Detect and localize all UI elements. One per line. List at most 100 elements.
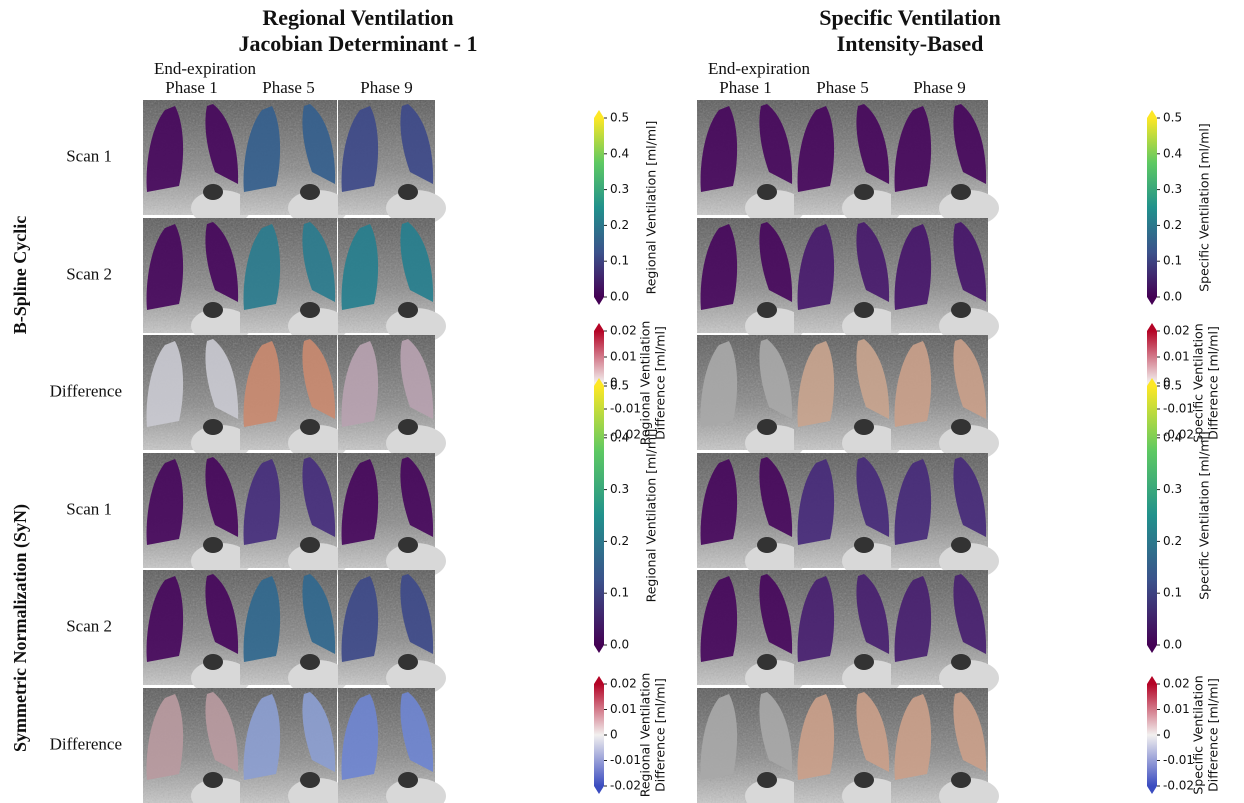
stomach bbox=[854, 302, 874, 318]
colorbar bbox=[594, 118, 604, 297]
lung-overlay bbox=[894, 224, 932, 310]
stomach bbox=[203, 184, 223, 200]
colorbar-tick-label: 0.0 bbox=[1163, 290, 1182, 304]
colorbar-tick-label: 0.1 bbox=[610, 254, 629, 268]
lung-overlay bbox=[953, 457, 987, 537]
stomach bbox=[854, 772, 874, 788]
image-panel bbox=[143, 688, 251, 803]
stomach bbox=[300, 537, 320, 553]
colorbar bbox=[1147, 118, 1157, 297]
colorbar-tick-label: 0.4 bbox=[610, 430, 629, 444]
lung-overlay bbox=[759, 692, 793, 772]
lung-overlay bbox=[341, 576, 379, 662]
lung-overlay bbox=[146, 224, 184, 310]
colorbar-label: Specific Ventilation bbox=[1191, 675, 1206, 794]
image-panel bbox=[240, 218, 348, 344]
lung-overlay bbox=[894, 694, 932, 780]
lung-overlay bbox=[302, 574, 336, 654]
panel-subtitle: Intensity-Based bbox=[837, 31, 984, 56]
colorbar-label: Regional Ventilation bbox=[638, 321, 653, 446]
column-label: Phase 9 bbox=[913, 78, 965, 97]
colorbar-tick-label: 0.3 bbox=[610, 182, 629, 196]
stomach bbox=[951, 772, 971, 788]
abdomen bbox=[939, 425, 999, 461]
colorbar-tick-label: 0.0 bbox=[610, 638, 629, 652]
colorbar-label: Regional Ventilation [ml/ml] bbox=[644, 429, 659, 603]
image-panel bbox=[143, 100, 251, 226]
colorbar-tick-label: -0.02 bbox=[1163, 428, 1194, 442]
lung-overlay bbox=[953, 574, 987, 654]
colorbar-tick-label: 0.0 bbox=[1163, 638, 1182, 652]
column-label: Phase 5 bbox=[816, 78, 868, 97]
colorbar-tick-label: 0 bbox=[1163, 728, 1171, 742]
colorbar bbox=[594, 386, 604, 645]
colorbar-tick-label: 0.2 bbox=[610, 534, 629, 548]
stomach bbox=[854, 184, 874, 200]
colorbar-tick-label: 0.02 bbox=[610, 324, 637, 338]
colorbar-arrow bbox=[594, 297, 604, 305]
stomach bbox=[757, 302, 777, 318]
lung-overlay bbox=[243, 576, 281, 662]
image-panel bbox=[240, 688, 348, 803]
stomach bbox=[854, 654, 874, 670]
colorbar-tick-label: 0.4 bbox=[1163, 146, 1182, 160]
abdomen bbox=[288, 660, 348, 696]
stomach bbox=[854, 537, 874, 553]
lung-overlay bbox=[243, 224, 281, 310]
colorbar-tick-label: 0.2 bbox=[1163, 534, 1182, 548]
lung-overlay bbox=[759, 222, 793, 302]
lung-overlay bbox=[797, 576, 835, 662]
abdomen bbox=[745, 190, 805, 226]
lung-overlay bbox=[341, 694, 379, 780]
diff-colorbar-arrow bbox=[594, 676, 604, 684]
lung-overlay bbox=[700, 576, 738, 662]
colorbar-tick-label: 0.01 bbox=[1163, 350, 1190, 364]
image-panel bbox=[697, 688, 805, 803]
lung-overlay bbox=[302, 692, 336, 772]
stomach bbox=[757, 654, 777, 670]
image-panel bbox=[794, 570, 902, 696]
lung-overlay bbox=[400, 222, 434, 302]
image-panel bbox=[143, 335, 251, 461]
stomach bbox=[398, 419, 418, 435]
colorbar-label: Difference [ml/ml] bbox=[653, 326, 668, 440]
diff-colorbar-arrow bbox=[1147, 323, 1157, 331]
stomach bbox=[398, 184, 418, 200]
abdomen bbox=[386, 190, 446, 226]
colorbar-label: Difference [ml/ml] bbox=[1206, 326, 1221, 440]
lung-overlay bbox=[797, 224, 835, 310]
image-panel bbox=[338, 688, 446, 803]
stomach bbox=[398, 772, 418, 788]
image-panel bbox=[794, 453, 902, 579]
row-label: Scan 1 bbox=[66, 146, 112, 165]
image-panel bbox=[338, 570, 446, 696]
row-label: Difference bbox=[50, 381, 122, 400]
stomach bbox=[951, 419, 971, 435]
stomach bbox=[757, 419, 777, 435]
row-label: Difference bbox=[50, 734, 122, 753]
colorbar-tick-label: -0.01 bbox=[610, 753, 641, 767]
colorbar-arrow bbox=[1147, 645, 1157, 653]
lung-overlay bbox=[759, 104, 793, 184]
image-panel bbox=[891, 218, 999, 344]
colorbar-tick-label: 0.4 bbox=[1163, 430, 1182, 444]
lung-overlay bbox=[146, 106, 184, 192]
stomach bbox=[757, 537, 777, 553]
abdomen bbox=[745, 425, 805, 461]
colorbar-label: Specific Ventilation bbox=[1191, 323, 1206, 442]
lung-overlay bbox=[341, 224, 379, 310]
lung-overlay bbox=[302, 222, 336, 302]
lung-overlay bbox=[700, 341, 738, 427]
diff-colorbar-arrow bbox=[1147, 786, 1157, 794]
lung-overlay bbox=[341, 106, 379, 192]
abdomen bbox=[191, 425, 251, 461]
image-panel bbox=[143, 453, 251, 579]
abdomen bbox=[745, 660, 805, 696]
image-panel bbox=[697, 570, 805, 696]
colorbar-tick-label: 0.3 bbox=[1163, 482, 1182, 496]
panel-title: Specific Ventilation bbox=[819, 5, 1001, 30]
lung-overlay bbox=[797, 341, 835, 427]
lung-overlay bbox=[146, 459, 184, 545]
stomach bbox=[203, 772, 223, 788]
lung-overlay bbox=[400, 104, 434, 184]
